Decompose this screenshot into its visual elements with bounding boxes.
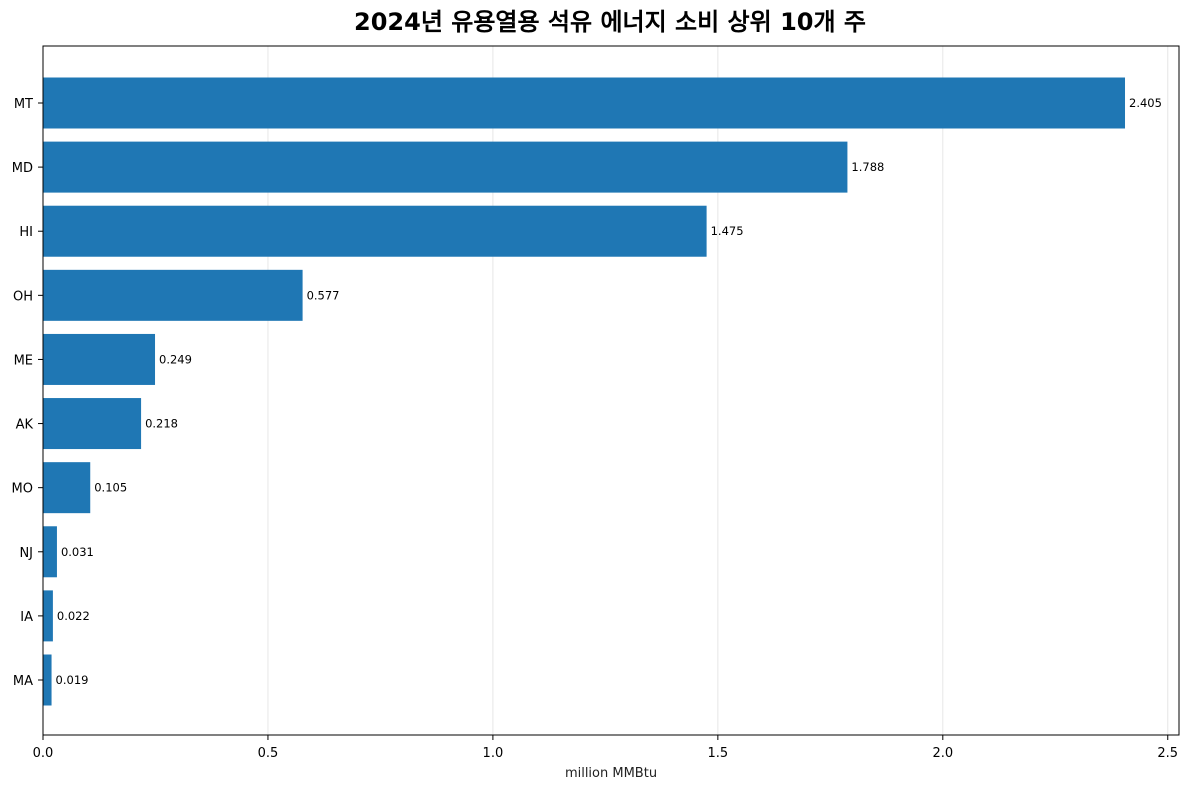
bar-value-label: 0.249 <box>159 352 192 366</box>
data-labels: 2.405 1.788 1.475 0.577 0.249 0.218 0.105 0.031… <box>56 96 1162 687</box>
bar-value-label: 2.405 <box>1129 96 1162 110</box>
x-tick-label: 1.0 <box>483 746 504 761</box>
y-tick-label: HI <box>19 225 33 240</box>
y-tick-label: MA <box>13 674 33 689</box>
bar-value-label: 0.218 <box>145 417 178 431</box>
bar-value-label: 0.577 <box>307 288 340 302</box>
bar-value-label: 1.475 <box>711 224 744 238</box>
bar <box>43 590 53 642</box>
x-tick-label: 0.0 <box>33 746 54 761</box>
y-tick-label: MT <box>14 97 33 112</box>
bar <box>43 269 303 321</box>
bar <box>43 205 707 257</box>
bar <box>43 333 156 385</box>
x-tick-label: 1.5 <box>708 746 729 761</box>
x-tick-label: 0.5 <box>258 746 279 761</box>
bar <box>43 141 848 193</box>
x-tick-label: 2.0 <box>932 746 953 761</box>
bar-value-label: 0.031 <box>61 545 94 559</box>
bar-value-label: 0.022 <box>57 609 90 623</box>
chart-title: 2024년 유용열용 석유 에너지 소비 상위 10개 주 <box>354 8 866 36</box>
bar <box>43 654 52 706</box>
bar-value-label: 0.019 <box>56 673 89 687</box>
bar-value-label: 0.105 <box>94 481 127 495</box>
x-axis-label: million MMBtu <box>565 766 657 781</box>
y-tick-label: IA <box>20 610 33 625</box>
plot-frame <box>42 45 1180 736</box>
y-tick-label: NJ <box>19 546 33 561</box>
y-tick-label: MD <box>12 161 33 176</box>
bar <box>43 462 91 514</box>
bar <box>43 526 57 578</box>
y-tick-label: MO <box>12 482 33 497</box>
bar-value-label: 1.788 <box>851 160 884 174</box>
x-tick-label: 2.5 <box>1157 746 1178 761</box>
bars <box>43 77 1126 706</box>
bar <box>43 77 1126 129</box>
y-axis-ticks: MT MD HI OH ME AK MO NJ IA MA <box>12 97 43 689</box>
bar <box>43 398 142 450</box>
y-tick-label: OH <box>13 289 33 304</box>
y-tick-label: ME <box>14 353 33 368</box>
y-tick-label: AK <box>16 418 34 433</box>
x-axis-ticks: 0.0 0.5 1.0 1.5 2.0 2.5 <box>33 735 1178 761</box>
